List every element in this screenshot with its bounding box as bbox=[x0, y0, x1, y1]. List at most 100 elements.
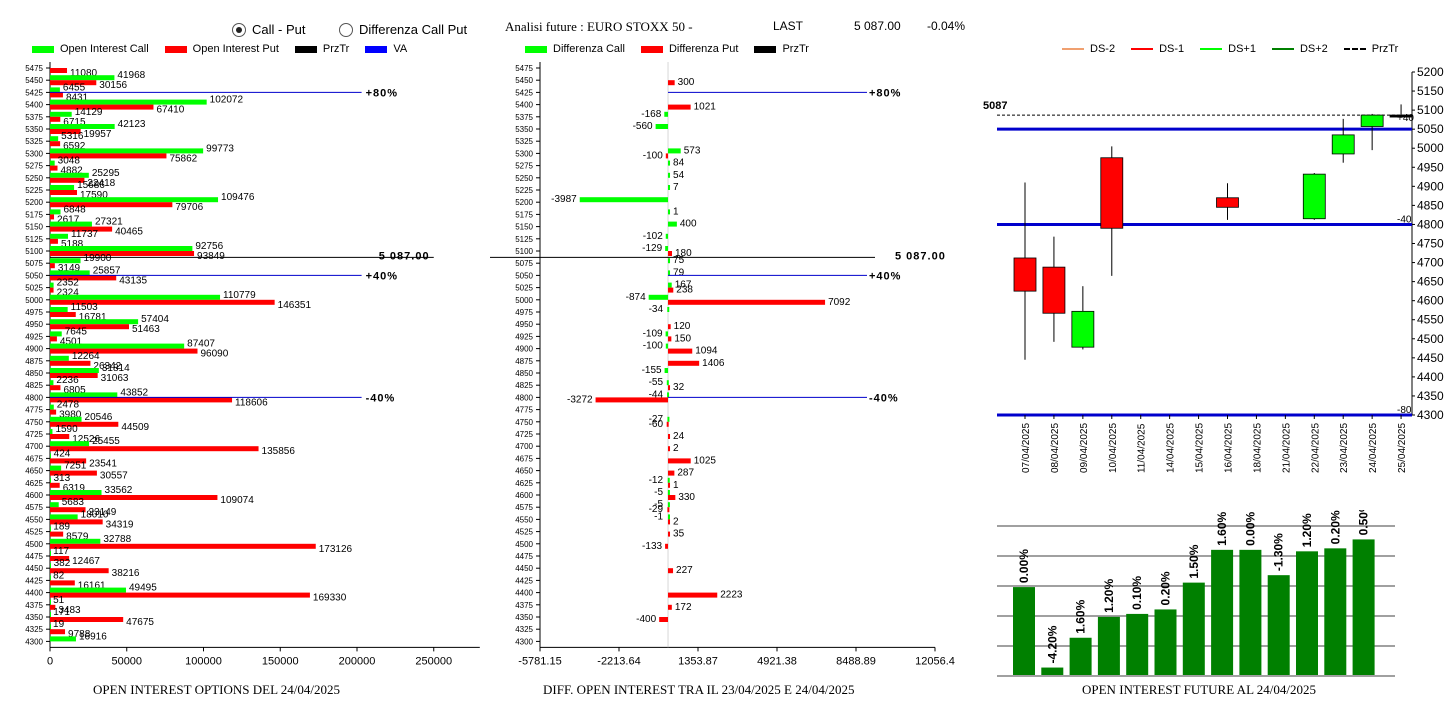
put-bar bbox=[50, 202, 173, 208]
date-tick-label: 24/04/2025 bbox=[1368, 423, 1379, 473]
strike-tick-label: 4350 bbox=[25, 613, 43, 622]
strike-tick-label: 4425 bbox=[25, 576, 43, 585]
diff-put-bar bbox=[665, 543, 669, 549]
call-bar bbox=[50, 185, 75, 190]
call-value-label: 117 bbox=[53, 546, 69, 557]
put-bar bbox=[50, 336, 57, 342]
put-bar bbox=[50, 482, 60, 488]
candle-body bbox=[1331, 134, 1355, 155]
radio-unselected-icon[interactable] bbox=[339, 22, 353, 37]
put-bar bbox=[50, 92, 63, 98]
strike-tick-label: 4625 bbox=[25, 479, 43, 488]
diff-put-bar bbox=[668, 495, 676, 500]
strike-tick-label: 5125 bbox=[515, 235, 533, 244]
call-bar bbox=[50, 331, 62, 337]
call-value-label: 16916 bbox=[79, 631, 107, 642]
strike-tick-label: 5325 bbox=[25, 137, 43, 146]
call-value-label: 3048 bbox=[58, 156, 81, 167]
strike-tick-label: 4650 bbox=[515, 467, 533, 476]
diff-call-bar-label: -3987 bbox=[551, 194, 577, 205]
future-oi-label: 0.10% bbox=[1130, 576, 1144, 610]
diff-put-bar bbox=[668, 336, 672, 342]
future-oi-label: 1.60% bbox=[1074, 599, 1088, 633]
put-bar bbox=[50, 251, 195, 256]
call-bar bbox=[50, 209, 61, 215]
strike-tick-label: 5275 bbox=[25, 162, 43, 171]
strike-tick-label: 4875 bbox=[515, 357, 533, 366]
strike-tick-label: 5275 bbox=[515, 162, 533, 171]
y-tick-label: 4750 bbox=[1417, 237, 1444, 251]
put-value-label: 40465 bbox=[115, 227, 143, 238]
future-oi-label: 0.50% bbox=[1357, 510, 1371, 535]
put-value-label: 135856 bbox=[262, 446, 296, 457]
radio-selected-icon[interactable] bbox=[232, 22, 246, 37]
oi-options-caption: OPEN INTEREST OPTIONS DEL 24/04/2025 bbox=[93, 682, 340, 697]
band-label: +40 bbox=[1397, 113, 1414, 124]
strike-tick-label: 5225 bbox=[515, 186, 533, 195]
future-oi-bar bbox=[1126, 613, 1149, 675]
put-value-label: 30557 bbox=[100, 471, 128, 482]
y-tick-label: 5100 bbox=[1417, 103, 1444, 117]
call-bar bbox=[50, 172, 89, 178]
candle-body bbox=[1071, 310, 1095, 348]
strike-tick-label: 4525 bbox=[515, 528, 533, 537]
diff-call-bar-label: -874 bbox=[626, 292, 646, 303]
call-bar bbox=[50, 124, 115, 129]
x-tick-label: 12056.4 bbox=[915, 655, 955, 667]
diff-call-bar-label: 84 bbox=[673, 158, 685, 169]
call-value-label: 12264 bbox=[72, 351, 100, 362]
diff-call-bar bbox=[665, 246, 669, 251]
diff-call-bar bbox=[665, 331, 669, 337]
blue-swatch bbox=[365, 45, 388, 53]
strike-tick-label: 4725 bbox=[25, 430, 43, 439]
radio-call-put[interactable]: Call - Put bbox=[232, 22, 305, 37]
black-swatch bbox=[294, 45, 317, 53]
call-value-label: 102072 bbox=[210, 95, 244, 106]
strike-tick-label: 4775 bbox=[25, 406, 43, 415]
diff-call-bar bbox=[665, 233, 669, 239]
diff-put-bar bbox=[668, 604, 672, 610]
legend-label: Differenza Put bbox=[668, 43, 739, 55]
diff-put-bar-label: -100 bbox=[643, 150, 663, 161]
call-bar bbox=[50, 551, 51, 556]
diff-put-bar-label: 1094 bbox=[695, 346, 718, 357]
put-bar bbox=[50, 409, 57, 415]
diff-put-bar bbox=[668, 348, 693, 354]
put-value-label: 34319 bbox=[106, 519, 134, 530]
strike-tick-label: 5025 bbox=[25, 284, 43, 293]
call-bar bbox=[50, 392, 118, 398]
strike-tick-label: 5350 bbox=[515, 125, 533, 134]
legend-label: Open Interest Call bbox=[60, 43, 149, 55]
diff-call-bar bbox=[668, 209, 671, 215]
radio-call-put-label: Call - Put bbox=[252, 22, 306, 37]
strike-tick-label: 5175 bbox=[25, 210, 43, 219]
call-bar bbox=[50, 294, 221, 300]
call-value-label: 6848 bbox=[64, 204, 87, 215]
diff-call-bar bbox=[668, 172, 671, 178]
diff-put-bar-label: -400 bbox=[636, 614, 656, 625]
strike-tick-label: 4500 bbox=[515, 540, 533, 549]
legend-item-diff-prztr: PrzTr bbox=[754, 43, 809, 55]
put-value-label: 79706 bbox=[175, 202, 203, 213]
strike-tick-label: 5175 bbox=[515, 210, 533, 219]
call-bar bbox=[50, 368, 99, 373]
call-bar bbox=[50, 624, 51, 630]
va-line-label: -40% bbox=[366, 392, 396, 404]
call-value-label: 424 bbox=[54, 448, 71, 459]
diff-call-bar bbox=[668, 221, 677, 227]
strike-tick-label: 4800 bbox=[25, 393, 43, 402]
put-bar bbox=[50, 531, 64, 537]
put-value-label: 8431 bbox=[66, 92, 89, 103]
legend-item-put: Open Interest Put bbox=[164, 43, 279, 55]
call-bar bbox=[50, 319, 139, 325]
diff-put-bar bbox=[668, 470, 675, 476]
diff-call-bar-label: 79 bbox=[673, 267, 685, 278]
future-oi-bar bbox=[1296, 551, 1318, 675]
legend-item-cprztr: PrzTr bbox=[1343, 43, 1398, 55]
diff-put-bar-label: 24 bbox=[673, 431, 685, 442]
green-swatch bbox=[525, 45, 547, 53]
radio-diff[interactable]: Differenza Call Put bbox=[339, 22, 467, 37]
diff-call-bar bbox=[668, 160, 671, 166]
future-oi-bar bbox=[1069, 637, 1092, 675]
diff-put-bar-label: -3272 bbox=[567, 394, 593, 405]
